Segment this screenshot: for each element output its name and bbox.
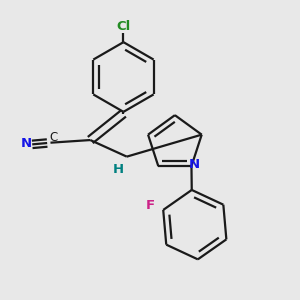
Text: C: C xyxy=(50,131,58,144)
Text: N: N xyxy=(189,158,200,171)
Text: H: H xyxy=(113,164,124,176)
Text: Cl: Cl xyxy=(116,20,130,33)
Text: N: N xyxy=(21,137,32,150)
Text: F: F xyxy=(146,200,155,212)
